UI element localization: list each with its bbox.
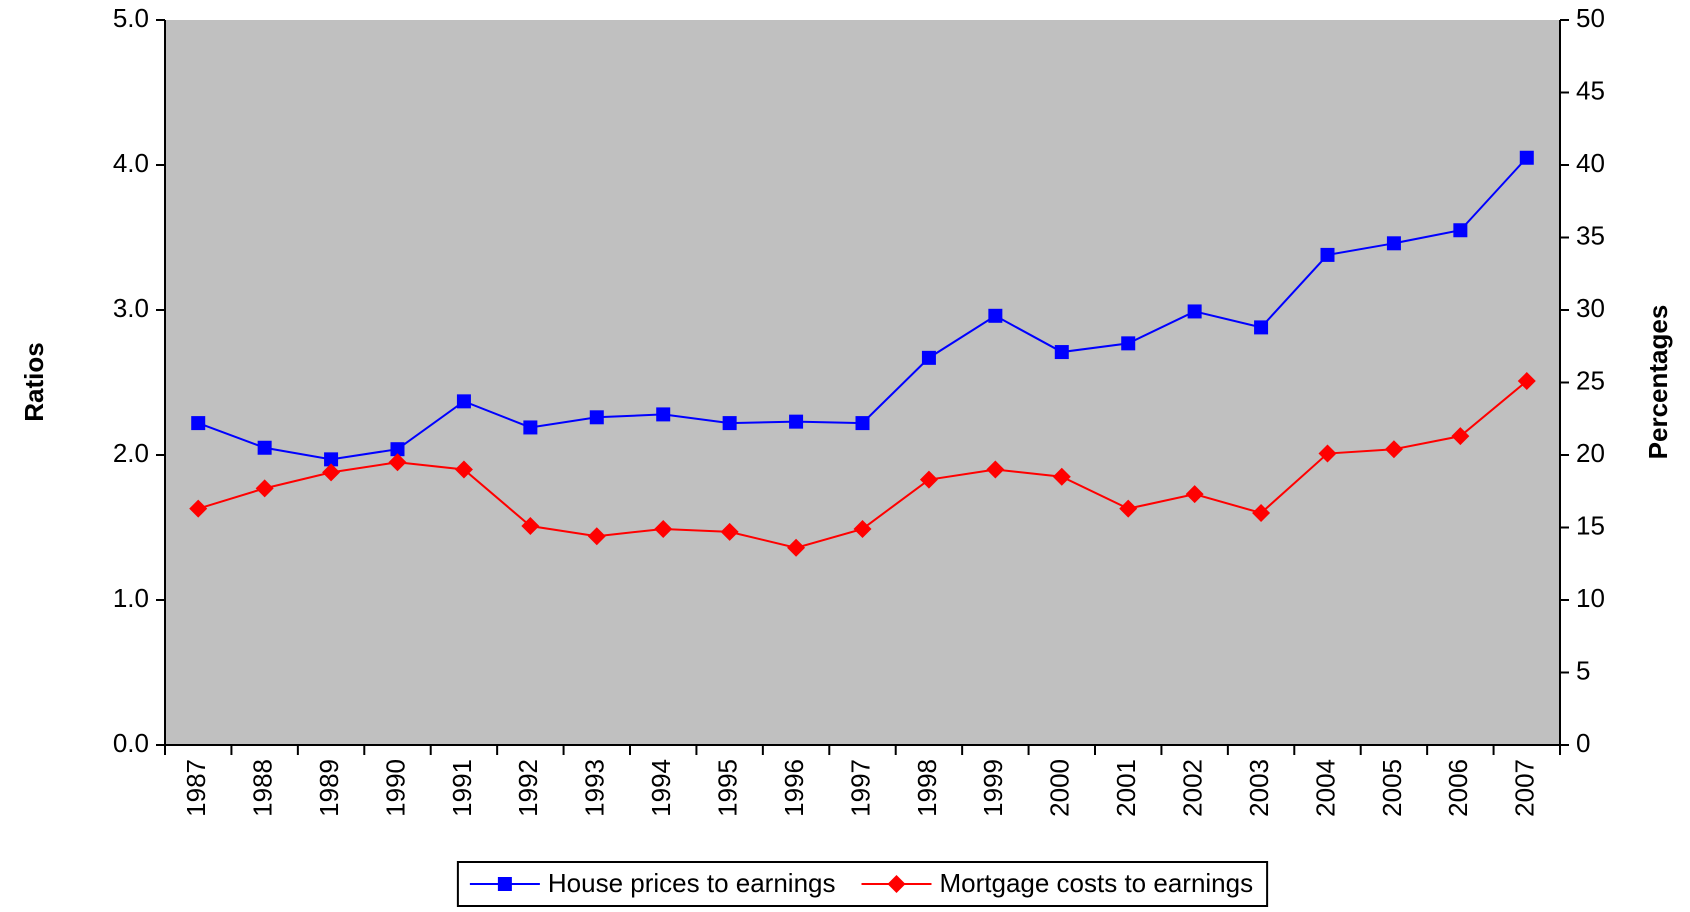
point <box>255 479 274 498</box>
point <box>589 410 604 425</box>
y2-tick-label: 40 <box>1576 148 1605 178</box>
point <box>390 442 405 457</box>
point <box>656 407 671 422</box>
point <box>853 519 872 538</box>
y2-tick-label: 5 <box>1576 655 1590 685</box>
point <box>1519 150 1534 165</box>
y2-tick-label: 45 <box>1576 75 1605 105</box>
point <box>1052 467 1071 486</box>
x-tick-label: 1992 <box>513 759 543 817</box>
point <box>189 499 208 518</box>
point <box>1254 320 1269 335</box>
x-tick-label: 2002 <box>1178 759 1208 817</box>
y2-tick-label: 30 <box>1576 293 1605 323</box>
point <box>257 440 272 455</box>
point <box>988 308 1003 323</box>
point <box>521 517 540 536</box>
x-tick-label: 1998 <box>912 759 942 817</box>
point <box>921 350 936 365</box>
x-tick-label: 2006 <box>1443 759 1473 817</box>
point <box>855 416 870 431</box>
x-tick-label: 2001 <box>1111 759 1141 817</box>
x-tick-label: 1989 <box>314 759 344 817</box>
x-tick-label: 1991 <box>447 759 477 817</box>
point <box>1185 485 1204 504</box>
y-tick-label: 2.0 <box>113 438 149 468</box>
point <box>1386 236 1401 251</box>
point <box>456 394 471 409</box>
y2-tick-label: 10 <box>1576 583 1605 613</box>
point <box>1121 336 1136 351</box>
point <box>1119 499 1138 518</box>
point <box>1320 247 1335 262</box>
y-tick-label: 3.0 <box>113 293 149 323</box>
point <box>722 416 737 431</box>
x-tick-label: 1990 <box>380 759 410 817</box>
legend-label: Mortgage costs to earnings <box>939 868 1253 898</box>
point <box>1054 345 1069 360</box>
y2-tick-label: 0 <box>1576 728 1590 758</box>
point <box>1384 440 1403 459</box>
point <box>1252 504 1271 522</box>
y2-tick-label: 50 <box>1576 3 1605 33</box>
x-tick-label: 1996 <box>779 759 809 817</box>
x-tick-label: 1994 <box>646 759 676 817</box>
y2-tick-label: 35 <box>1576 220 1605 250</box>
x-tick-label: 1995 <box>713 759 743 817</box>
point <box>587 527 606 546</box>
y-tick-label: 0.0 <box>113 728 149 758</box>
legend-label: House prices to earnings <box>548 868 836 898</box>
x-tick-label: 2005 <box>1377 759 1407 817</box>
point <box>789 414 804 429</box>
point <box>497 877 512 891</box>
y-axis-label: Ratios <box>19 342 49 421</box>
y-tick-label: 1.0 <box>113 583 149 613</box>
x-tick-label: 1997 <box>845 759 875 817</box>
y2-axis-label: Percentages <box>1643 305 1673 460</box>
point <box>887 875 906 893</box>
y2-tick-label: 20 <box>1576 438 1605 468</box>
x-tick-label: 2003 <box>1244 759 1274 817</box>
point <box>919 470 938 489</box>
point <box>986 460 1005 479</box>
x-tick-label: 1993 <box>580 759 610 817</box>
legend: House prices to earnings Mortgage costs t… <box>456 861 1269 907</box>
y2-tick-label: 25 <box>1576 365 1605 395</box>
x-tick-label: 2007 <box>1510 759 1540 817</box>
x-tick-label: 2004 <box>1310 759 1340 817</box>
y2-tick-label: 15 <box>1576 510 1605 540</box>
point <box>1517 372 1536 391</box>
plot-area <box>165 20 1560 745</box>
x-tick-label: 1988 <box>248 759 278 817</box>
y-tick-label: 5.0 <box>113 3 149 33</box>
point <box>324 452 339 467</box>
point <box>720 522 739 541</box>
x-tick-label: 2000 <box>1045 759 1075 817</box>
point <box>388 453 407 472</box>
legend-item: Mortgage costs to earnings <box>861 868 1253 898</box>
point <box>1318 444 1337 463</box>
point <box>1451 427 1470 446</box>
point <box>191 416 206 431</box>
point <box>1453 223 1468 238</box>
point <box>322 463 341 482</box>
y-tick-label: 4.0 <box>113 148 149 178</box>
point <box>1187 304 1202 319</box>
legend-item: House prices to earnings <box>469 868 836 898</box>
x-tick-label: 1987 <box>181 759 211 817</box>
point <box>454 460 473 479</box>
x-tick-label: 1999 <box>978 759 1008 817</box>
point <box>654 519 673 538</box>
point <box>523 420 538 435</box>
point <box>787 538 806 557</box>
